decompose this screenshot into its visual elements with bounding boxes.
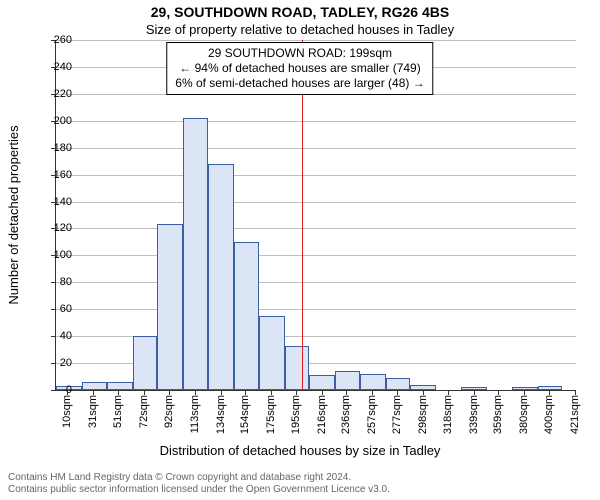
- gridline: [56, 282, 576, 283]
- x-tick-label: 318sqm: [442, 395, 454, 434]
- footer: Contains HM Land Registry data © Crown c…: [8, 472, 592, 496]
- x-tick-label: 216sqm: [316, 395, 328, 434]
- x-tick-label: 175sqm: [265, 395, 277, 434]
- x-tick-label: 10sqm: [61, 395, 73, 428]
- histogram-bar: [107, 382, 133, 390]
- x-tick-label: 359sqm: [492, 395, 504, 434]
- x-tick-label: 277sqm: [391, 395, 403, 434]
- histogram-bar: [259, 316, 285, 390]
- histogram-bar: [183, 118, 208, 390]
- chart-subtitle: Size of property relative to detached ho…: [0, 22, 600, 37]
- footer-line1: Contains HM Land Registry data © Crown c…: [8, 472, 592, 484]
- y-tick-label: 200: [32, 115, 72, 127]
- x-tick-label: 380sqm: [518, 395, 530, 434]
- y-tick-label: 260: [32, 34, 72, 46]
- y-tick-label: 80: [32, 276, 72, 288]
- histogram-bar: [133, 336, 158, 390]
- gridline: [56, 255, 576, 256]
- histogram-bar: [309, 375, 335, 390]
- x-tick-label: 339sqm: [468, 395, 480, 434]
- histogram-bar: [386, 378, 411, 390]
- annotation-box: 29 SOUTHDOWN ROAD: 199sqm ← 94% of detac…: [166, 42, 433, 95]
- chart-title: 29, SOUTHDOWN ROAD, TADLEY, RG26 4BS: [0, 4, 600, 20]
- x-tick-label: 72sqm: [138, 395, 150, 428]
- gridline: [56, 175, 576, 176]
- histogram-bar: [538, 386, 563, 390]
- histogram-bar: [208, 164, 234, 390]
- x-tick-label: 92sqm: [163, 395, 175, 428]
- x-axis-title: Distribution of detached houses by size …: [0, 443, 600, 458]
- x-tick-label: 31sqm: [87, 395, 99, 428]
- y-tick-label: 120: [32, 222, 72, 234]
- histogram-bar: [285, 346, 310, 390]
- x-tick-label: 421sqm: [569, 395, 581, 434]
- y-tick-label: 100: [32, 249, 72, 261]
- x-tick-label: 257sqm: [366, 395, 378, 434]
- histogram-bar: [360, 374, 386, 390]
- gridline: [56, 202, 576, 203]
- y-tick-label: 180: [32, 142, 72, 154]
- histogram-bar: [234, 242, 259, 390]
- histogram-bar: [335, 371, 360, 390]
- x-tick-label: 154sqm: [239, 395, 251, 434]
- x-tick-label: 51sqm: [112, 395, 124, 428]
- gridline: [56, 40, 576, 41]
- x-tick-label: 400sqm: [543, 395, 555, 434]
- histogram-bar: [82, 382, 107, 390]
- annotation-line1: 29 SOUTHDOWN ROAD: 199sqm: [175, 46, 424, 61]
- gridline: [56, 148, 576, 149]
- y-tick-label: 20: [32, 357, 72, 369]
- y-tick-label: 60: [32, 303, 72, 315]
- y-tick-label: 240: [32, 61, 72, 73]
- x-tick-label: 134sqm: [215, 395, 227, 434]
- histogram-bar: [157, 224, 183, 390]
- annotation-line3: 6% of semi-detached houses are larger (4…: [175, 76, 424, 91]
- annotation-line2: ← 94% of detached houses are smaller (74…: [175, 61, 424, 76]
- footer-line2: Contains public sector information licen…: [8, 484, 592, 496]
- gridline: [56, 309, 576, 310]
- y-tick-label: 160: [32, 169, 72, 181]
- x-tick-label: 195sqm: [290, 395, 302, 434]
- gridline: [56, 228, 576, 229]
- x-tick-label: 113sqm: [189, 395, 201, 433]
- y-tick-label: 140: [32, 196, 72, 208]
- y-tick-label: 40: [32, 330, 72, 342]
- chart-container: 29, SOUTHDOWN ROAD, TADLEY, RG26 4BS Siz…: [0, 0, 600, 500]
- y-tick-label: 220: [32, 88, 72, 100]
- x-tick-label: 236sqm: [340, 395, 352, 434]
- gridline: [56, 121, 576, 122]
- x-tick-label: 298sqm: [417, 395, 429, 434]
